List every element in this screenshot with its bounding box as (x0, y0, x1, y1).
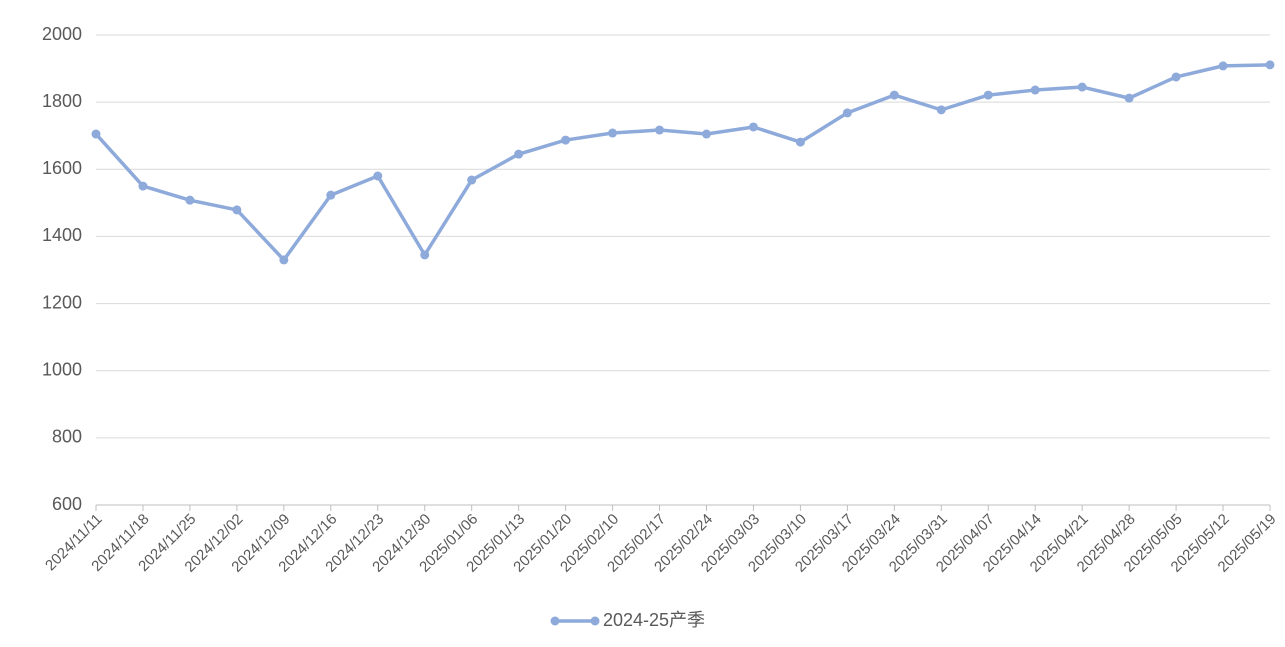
point (936, 105, 946, 115)
point (889, 90, 899, 100)
point (467, 175, 477, 185)
point (561, 135, 571, 145)
y-tick-label: 600 (52, 494, 82, 514)
point (795, 137, 805, 147)
point (1124, 93, 1134, 103)
point (279, 255, 289, 265)
point (1218, 61, 1228, 71)
point (1030, 85, 1040, 95)
y-tick-label: 1600 (42, 158, 82, 178)
point (91, 129, 101, 139)
legend-marker (590, 616, 600, 626)
y-tick-label: 1400 (42, 225, 82, 245)
line (94, 63, 1271, 262)
point (1171, 72, 1181, 82)
legend-label: 2024-25产季 (603, 610, 705, 630)
point (1265, 60, 1275, 70)
point (138, 181, 148, 191)
point (373, 171, 383, 181)
legend-marker (550, 616, 560, 626)
y-tick-label: 1000 (42, 359, 82, 379)
point (701, 129, 711, 139)
y-tick-label: 2000 (42, 24, 82, 44)
point (608, 128, 618, 138)
point (655, 125, 665, 135)
y-tick-label: 1800 (42, 91, 82, 111)
point (420, 250, 430, 260)
y-tick-label: 1200 (42, 292, 82, 312)
point (514, 149, 524, 159)
point (1077, 82, 1087, 92)
point (842, 108, 852, 118)
point (232, 205, 242, 215)
point (983, 90, 993, 100)
point (326, 190, 336, 200)
point (185, 195, 195, 205)
y-tick-label: 800 (52, 427, 82, 447)
point (748, 122, 758, 132)
